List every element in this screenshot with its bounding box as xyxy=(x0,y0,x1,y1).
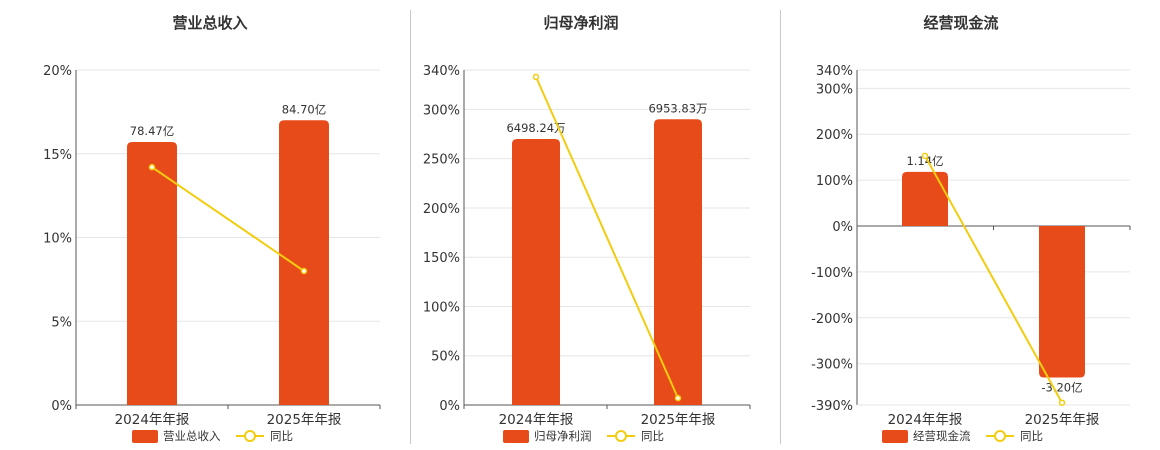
bar xyxy=(279,120,329,405)
bar xyxy=(902,171,948,227)
yoy-point xyxy=(921,152,929,160)
x-tick-label: 2024年年报 xyxy=(888,412,963,428)
y-tick-label: 340% xyxy=(816,64,853,79)
legend-line-marker xyxy=(615,430,627,442)
y-tick-label: 150% xyxy=(423,251,460,266)
yoy-line xyxy=(924,155,1063,404)
legend-bar-swatch xyxy=(882,430,908,443)
y-tick-label: -100% xyxy=(811,266,853,281)
y-tick-label: 10% xyxy=(43,232,72,247)
net-profit-chart: 归母净利润 0% 50% 100% 150% 200% 250% 300% 340% 2024年年… xyxy=(423,14,751,443)
legend-bar-swatch xyxy=(132,430,158,443)
bar-value-label: 6953.83万 xyxy=(648,101,707,115)
panel-divider xyxy=(780,10,781,444)
chart-title: 经营现金流 xyxy=(923,14,998,32)
yoy-point xyxy=(532,73,540,81)
y-tick-label: 300% xyxy=(816,82,853,97)
y-tick-label: 0% xyxy=(832,220,853,235)
yoy-point xyxy=(674,394,682,402)
legend-label: 同比 xyxy=(641,429,664,443)
x-tick-label: 2025年年报 xyxy=(641,412,716,428)
y-tick-label: 340% xyxy=(423,64,460,79)
y-tick-label: 15% xyxy=(43,148,72,163)
chart-panel-cash-flow: 经营现金流 -390% -300% -200% -100% 0% 100% 200% 300% 3… xyxy=(781,0,1160,450)
y-tick-label: 0% xyxy=(439,399,460,414)
y-tick-label: 0% xyxy=(51,399,72,414)
yoy-point xyxy=(148,163,156,171)
bar-value-label: 6498.24万 xyxy=(506,121,565,135)
cash-flow-chart: 经营现金流 -390% -300% -200% -100% 0% 100% 200% 300% 3… xyxy=(811,14,1131,443)
legend-label: 同比 xyxy=(270,429,293,443)
legend-label: 经营现金流 xyxy=(913,429,971,443)
yoy-line xyxy=(151,166,305,272)
bar xyxy=(127,142,177,405)
x-tick-label: 2025年年报 xyxy=(1025,412,1100,428)
legend-line-marker xyxy=(994,430,1006,442)
y-tick-label: 200% xyxy=(423,202,460,217)
y-tick-label: -200% xyxy=(811,312,853,327)
bar-value-label: 84.70亿 xyxy=(282,102,326,116)
y-tick-label: 50% xyxy=(431,350,460,365)
chart-panel-revenue: 营业总收入 0% 5% 10% 15% 20% 2024年年报 2025年年报 78.47亿 84… xyxy=(0,0,410,450)
y-tick-label: 100% xyxy=(816,174,853,189)
y-tick-label: 20% xyxy=(43,64,72,79)
chart-title: 归母净利润 xyxy=(543,14,618,32)
yoy-point xyxy=(300,267,308,275)
legend-label: 归母净利润 xyxy=(534,429,592,443)
revenue-chart: 营业总收入 0% 5% 10% 15% 20% 2024年年报 2025年年报 78.47亿 84… xyxy=(43,14,381,443)
bar xyxy=(654,119,702,405)
chart-title: 营业总收入 xyxy=(172,14,247,32)
y-tick-label: 250% xyxy=(423,153,460,168)
bar-value-label: 78.47亿 xyxy=(130,124,174,138)
chart-panel-net-profit: 归母净利润 0% 50% 100% 150% 200% 250% 300% 340% 2024年年… xyxy=(411,0,780,450)
legend-label: 同比 xyxy=(1020,429,1043,443)
y-tick-label: 100% xyxy=(423,300,460,315)
x-tick-label: 2025年年报 xyxy=(267,412,342,428)
y-tick-label: -390% xyxy=(811,399,853,414)
legend-bar-swatch xyxy=(503,430,529,443)
bar xyxy=(512,138,560,405)
x-tick-label: 2024年年报 xyxy=(115,412,190,428)
legend-line-marker xyxy=(244,430,256,442)
bar-value-label: 1.14亿 xyxy=(906,154,943,168)
y-tick-label: 300% xyxy=(423,103,460,118)
y-tick-label: 5% xyxy=(51,315,72,330)
x-tick-label: 2024年年报 xyxy=(499,412,574,428)
legend-label: 营业总收入 xyxy=(163,429,221,443)
yoy-line xyxy=(535,76,679,399)
bar-value-label: -3.20亿 xyxy=(1041,380,1082,394)
yoy-point xyxy=(1058,399,1066,406)
panel-divider xyxy=(410,10,411,444)
y-tick-label: -300% xyxy=(811,358,853,373)
bar xyxy=(1039,226,1085,378)
y-tick-label: 200% xyxy=(816,128,853,143)
